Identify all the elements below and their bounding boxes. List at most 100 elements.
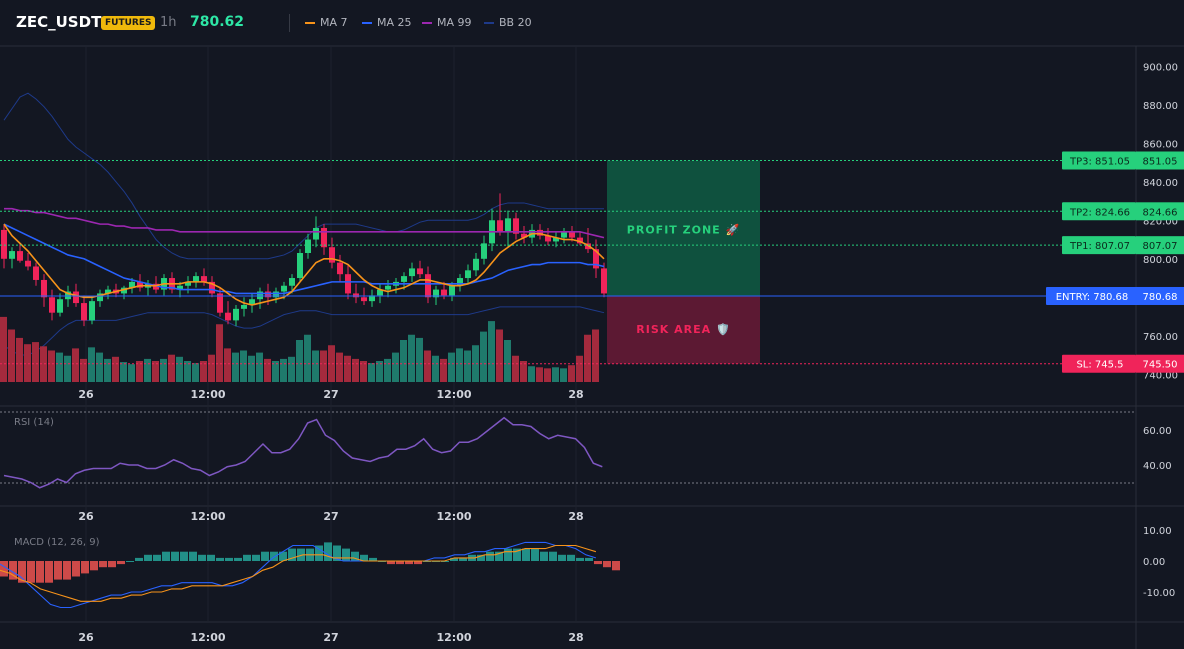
bb20-swatch bbox=[484, 21, 494, 24]
macd-histogram-bar bbox=[45, 561, 53, 583]
volume-bar bbox=[272, 361, 279, 382]
volume-bar bbox=[320, 350, 327, 382]
macd-histogram-bar bbox=[207, 554, 215, 561]
volume-bar bbox=[208, 354, 215, 382]
candle-body bbox=[569, 231, 575, 238]
volume-bar bbox=[128, 364, 135, 382]
sl-tag-label: SL: 745.5 bbox=[1076, 360, 1123, 371]
volume-bar bbox=[352, 358, 359, 382]
candle-body bbox=[257, 291, 263, 300]
symbol-name[interactable]: ZEC_USDT bbox=[16, 13, 102, 31]
candle-body bbox=[361, 297, 367, 302]
macd-histogram-bar bbox=[171, 551, 179, 561]
volume-bar bbox=[72, 348, 79, 382]
tp3-tag-bg bbox=[1062, 151, 1136, 170]
macd-histogram-bar bbox=[261, 551, 269, 561]
candle-body bbox=[497, 220, 503, 232]
macd-histogram-bar bbox=[180, 551, 188, 561]
tp2-price-tag: 824.66 bbox=[1143, 207, 1178, 218]
macd-histogram-bar bbox=[477, 554, 485, 561]
candle-body bbox=[593, 249, 599, 269]
rsi-pane: RSI (14) bbox=[0, 411, 1136, 489]
candle-body bbox=[193, 276, 199, 282]
volume-bar bbox=[528, 366, 535, 382]
volume-bar bbox=[344, 355, 351, 382]
macd-histogram-bar bbox=[405, 561, 413, 565]
volume-bar bbox=[312, 350, 319, 382]
macd-histogram-bar bbox=[387, 561, 395, 565]
candle-body bbox=[441, 289, 447, 296]
candles[interactable] bbox=[1, 193, 607, 327]
volume-bar bbox=[360, 361, 367, 382]
axes: 900.00 880.00 860.00 840.00 820.00 800.00 780.… bbox=[78, 62, 1178, 644]
macd-tick-label: 0.00 bbox=[1143, 557, 1165, 568]
bollinger-bands bbox=[3, 92, 605, 356]
volume-bar bbox=[392, 352, 399, 382]
volume-bar bbox=[536, 367, 543, 382]
volume-bar bbox=[496, 329, 503, 382]
risk-zone-label: RISK AREA 🛡️ bbox=[636, 323, 730, 336]
macd-pane: MACD (12, 26, 9) bbox=[0, 537, 620, 609]
time-axis-label: 12:00 bbox=[436, 388, 471, 401]
macd-histogram-bar bbox=[288, 548, 296, 561]
macd-histogram-bar bbox=[234, 557, 242, 561]
price-tick-label: 840.00 bbox=[1143, 178, 1178, 189]
candle-body bbox=[353, 293, 359, 298]
volume-bar bbox=[40, 346, 47, 382]
macd-histogram-bar bbox=[360, 554, 368, 561]
legend-ma99[interactable]: MA 99 bbox=[422, 16, 472, 29]
macd-histogram-bar bbox=[144, 554, 152, 561]
macd-histogram-bar bbox=[558, 554, 566, 561]
macd-histogram-bar bbox=[576, 557, 584, 561]
interval-label[interactable]: 1h bbox=[160, 15, 177, 30]
candle-body bbox=[249, 299, 255, 305]
volume-bar bbox=[216, 324, 223, 382]
rsi-tick-label: 40.00 bbox=[1143, 461, 1172, 472]
tp2-tag-label: TP2: 824.66 bbox=[1069, 207, 1130, 218]
legend-ma7[interactable]: MA 7 bbox=[305, 16, 348, 29]
macd-histogram-bar bbox=[9, 561, 17, 580]
grid-lines bbox=[0, 45, 1184, 649]
volume-bar bbox=[280, 358, 287, 382]
header-divider bbox=[289, 14, 290, 32]
volume-bar bbox=[376, 361, 383, 382]
legend-ma25[interactable]: MA 25 bbox=[362, 16, 412, 29]
candle-body bbox=[425, 274, 431, 298]
macd-histogram-bar bbox=[63, 561, 71, 580]
macd-histogram-bar bbox=[126, 561, 134, 562]
candle-body bbox=[297, 253, 303, 279]
candle-body bbox=[65, 291, 71, 300]
chart-header: ZEC_USDT FUTURES 1h 780.62 MA 7 MA 25 MA… bbox=[0, 0, 1184, 46]
tp3-price-tag: 851.05 bbox=[1143, 156, 1178, 167]
macd-histogram-bar bbox=[369, 557, 377, 561]
candle-body bbox=[369, 295, 375, 302]
volume-bar bbox=[328, 345, 335, 382]
legend-ma25-label: MA 25 bbox=[377, 16, 412, 29]
ma99-line bbox=[4, 207, 605, 239]
entry-price-tag-bg bbox=[1136, 286, 1184, 305]
candle-body bbox=[129, 281, 135, 288]
volume-bar bbox=[552, 367, 559, 382]
legend-bb20[interactable]: BB 20 bbox=[484, 16, 532, 29]
volume-bar bbox=[96, 352, 103, 382]
time-axis-label: 27 bbox=[323, 388, 338, 401]
macd-line bbox=[0, 541, 597, 609]
candle-body bbox=[41, 279, 47, 298]
candle-body bbox=[537, 229, 543, 236]
volume-bar bbox=[464, 350, 471, 382]
candle-body bbox=[9, 251, 15, 259]
risk-zone bbox=[607, 295, 760, 364]
candle-body bbox=[89, 301, 95, 321]
candle-body bbox=[81, 303, 87, 321]
time-axis-label: 12:00 bbox=[190, 510, 225, 523]
candle-body bbox=[281, 285, 287, 292]
candle-body bbox=[49, 297, 55, 313]
volume-bar bbox=[152, 361, 159, 382]
tp1-price-tag: 807.07 bbox=[1143, 241, 1178, 252]
time-axis-label: 12:00 bbox=[436, 510, 471, 523]
macd-histogram-bar bbox=[189, 551, 197, 561]
macd-histogram-bar bbox=[27, 561, 35, 583]
candle-body bbox=[577, 237, 583, 244]
legend-ma99-label: MA 99 bbox=[437, 16, 472, 29]
